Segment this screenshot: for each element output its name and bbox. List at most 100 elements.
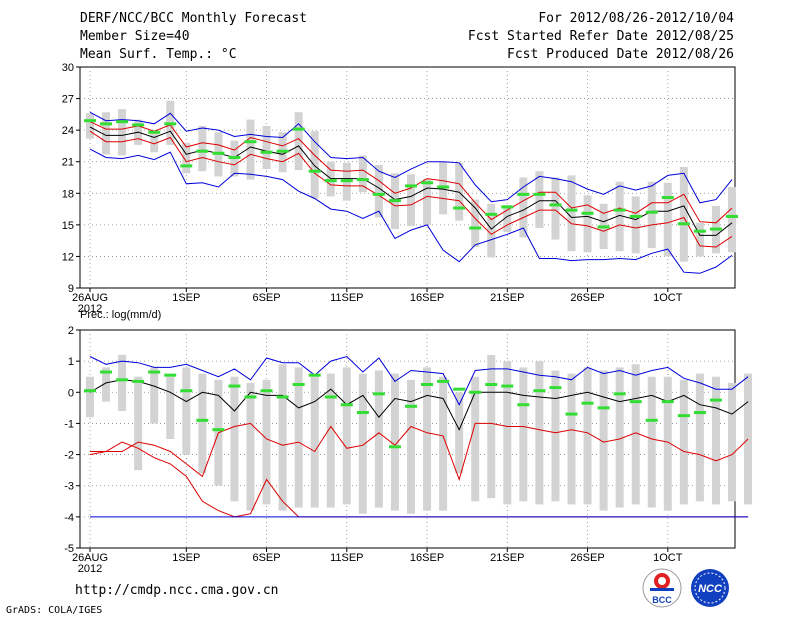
y-tick-label: -2	[64, 450, 74, 462]
ensemble-box	[487, 203, 496, 258]
observed-marker	[308, 373, 321, 377]
observed-marker	[212, 428, 225, 432]
ensemble-box	[455, 392, 464, 474]
ensemble-box	[711, 376, 720, 505]
observed-marker	[597, 225, 610, 229]
observed-marker	[629, 400, 642, 404]
observed-marker	[372, 192, 385, 196]
y-tick-label: 2	[68, 325, 74, 337]
observed-marker	[292, 127, 305, 131]
observed-marker	[356, 411, 369, 415]
grads-credit: GrADS: COLA/IGES	[6, 605, 103, 616]
observed-marker	[453, 206, 466, 210]
observed-marker	[645, 418, 658, 422]
logos: BCC NCC	[642, 568, 729, 608]
observed-marker	[469, 226, 482, 230]
series-lower-line	[90, 422, 749, 482]
ensemble-box	[198, 125, 207, 172]
series-mean-line	[89, 379, 749, 431]
ensemble-box	[567, 373, 576, 505]
ensemble-box	[118, 109, 127, 156]
observed-marker	[148, 130, 161, 134]
ensemble-box	[503, 361, 512, 505]
ensemble-box	[262, 379, 271, 505]
observed-marker	[421, 181, 434, 185]
x-tick-label: 11SEP	[330, 552, 363, 564]
ensemble-box	[294, 367, 303, 508]
observed-marker	[164, 122, 177, 126]
x-tick-label: 26SEP	[570, 292, 604, 304]
ensemble-box	[631, 196, 640, 254]
ensemble-box	[551, 177, 560, 240]
ensemble-box	[503, 204, 512, 233]
observed-marker	[549, 386, 562, 390]
observed-marker	[501, 205, 514, 209]
ensemble-box	[310, 376, 319, 508]
observed-marker	[405, 184, 417, 188]
ensemble-box	[599, 370, 608, 511]
observed-marker	[228, 156, 241, 160]
ensemble-box	[342, 367, 351, 505]
ensemble-box	[102, 112, 111, 155]
observed-marker	[340, 403, 353, 407]
ensemble-box	[326, 373, 335, 508]
ensemble-box	[439, 376, 448, 511]
observed-marker	[517, 192, 530, 196]
series-lower-line	[89, 130, 733, 248]
x-tick-sublabel: 2012	[78, 563, 102, 575]
y-tick-label: -3	[64, 481, 74, 493]
ensemble-box	[278, 364, 287, 511]
y-tick-label: -4	[64, 512, 74, 524]
observed-marker	[180, 389, 193, 393]
bcc-logo: BCC	[642, 568, 682, 608]
observed-marker	[148, 370, 161, 374]
observed-marker	[677, 222, 690, 226]
y-tick-label: 1	[68, 356, 74, 368]
ensemble-box	[728, 382, 736, 502]
observed-marker	[677, 414, 690, 418]
precip-label: Prec.: log(mm/d)	[80, 309, 161, 321]
observed-marker	[388, 445, 401, 449]
ensemble-box	[374, 164, 383, 218]
x-tick-label: 26SEP	[570, 552, 604, 564]
ensemble-box	[695, 222, 704, 257]
observed-marker	[100, 122, 113, 126]
observed-marker	[581, 211, 594, 215]
observed-marker	[132, 379, 145, 383]
observed-marker	[260, 150, 273, 154]
ensemble-box	[728, 186, 736, 253]
produced-date: Fcst Produced Date 2012/08/26	[507, 47, 734, 62]
observed-marker	[276, 149, 289, 153]
observed-marker	[388, 199, 401, 203]
observed-marker	[132, 123, 145, 127]
ensemble-box	[695, 373, 704, 502]
observed-marker	[324, 179, 337, 183]
x-tick-label: 1OCT	[653, 552, 683, 564]
ensemble-box	[294, 112, 303, 171]
chart-title: DERF/NCC/BCC Monthly Forecast	[80, 11, 307, 26]
variable-label: Mean Surf. Temp.: °C	[80, 47, 237, 62]
ensemble-box	[647, 376, 656, 508]
ensemble-box	[166, 376, 175, 439]
y-tick-label: -1	[64, 418, 74, 430]
ensemble-box	[631, 364, 640, 505]
ensemble-box	[407, 174, 415, 226]
observed-marker	[549, 203, 562, 207]
ncc-logo: NCC	[691, 569, 729, 607]
ensemble-box	[86, 376, 94, 418]
y-tick-label: 18	[62, 188, 74, 200]
y-tick-label: 12	[62, 251, 74, 263]
observed-marker	[405, 404, 417, 408]
observed-marker	[661, 400, 674, 404]
ensemble-box	[519, 177, 528, 238]
ensemble-box	[471, 199, 480, 247]
forecast-period: For 2012/08/26-2012/10/04	[538, 11, 734, 26]
observed-marker	[693, 411, 706, 415]
source-url[interactable]: http://cmdp.ncc.cma.gov.cn	[75, 583, 279, 598]
start-date: Fcst Started Refer Date 2012/08/25	[467, 29, 734, 44]
observed-marker	[693, 229, 706, 233]
bcc-logo-text: BCC	[652, 595, 672, 605]
ensemble-box	[230, 376, 239, 502]
observed-marker	[196, 149, 209, 153]
